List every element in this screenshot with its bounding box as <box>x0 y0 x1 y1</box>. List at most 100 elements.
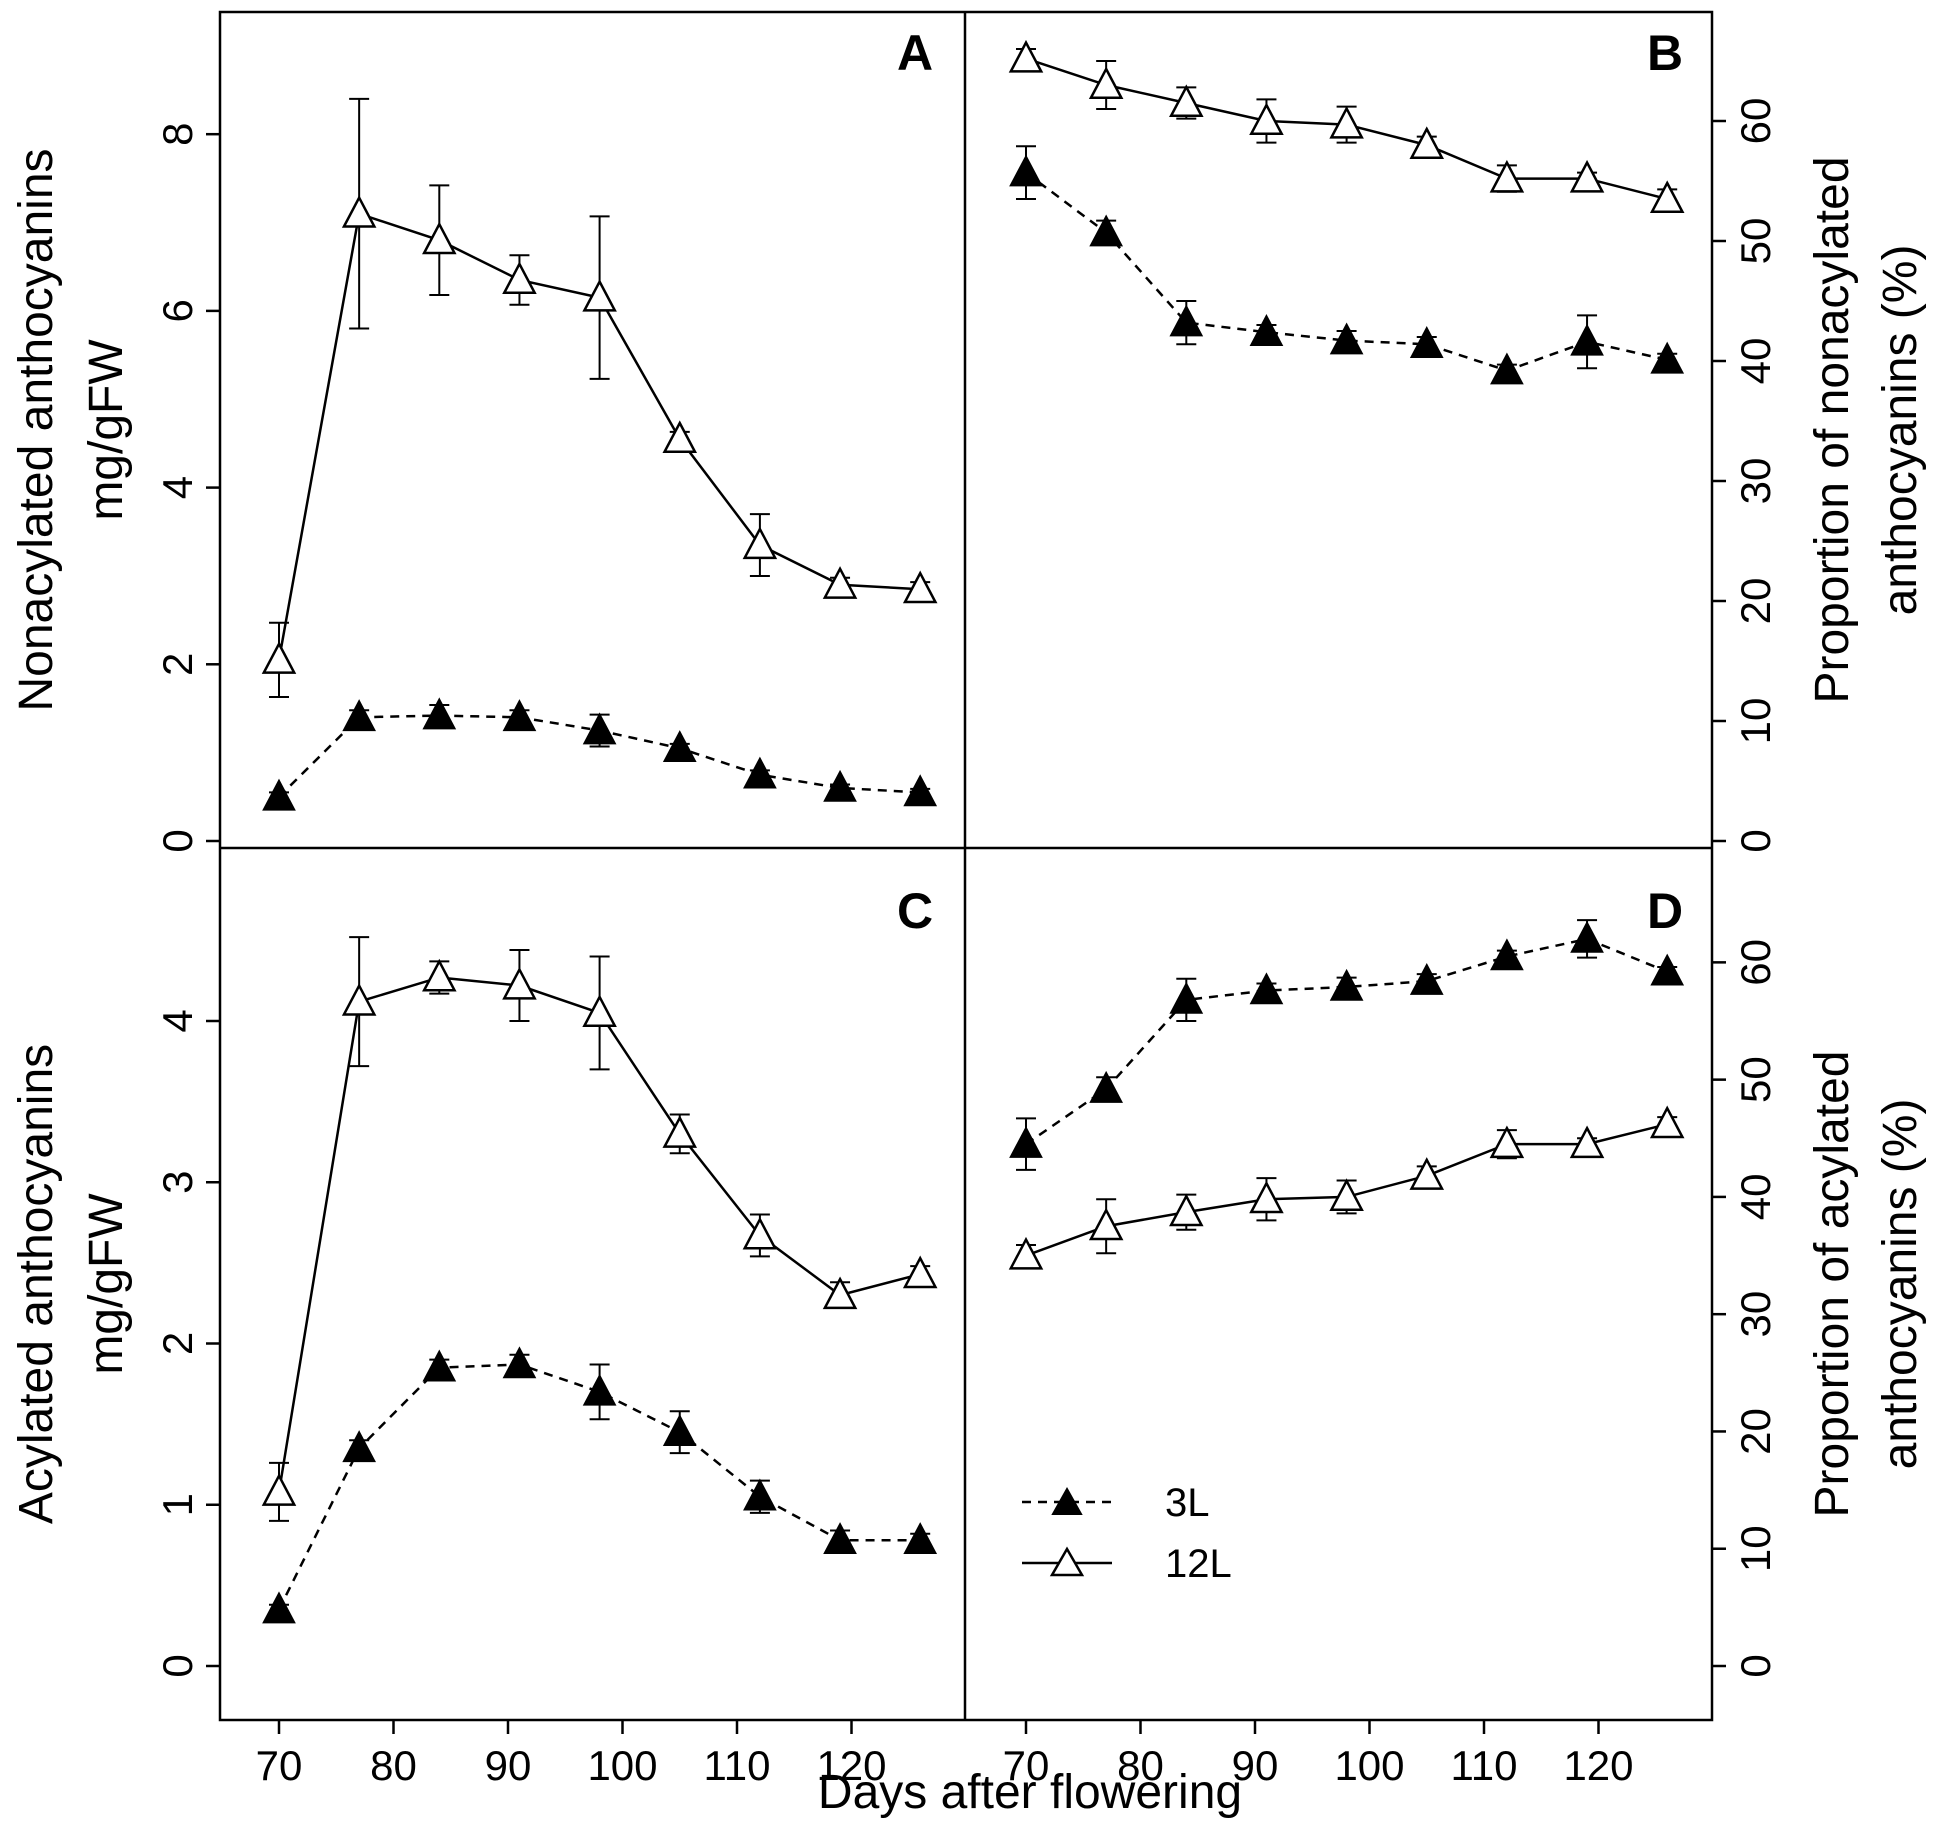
panel-label: B <box>1647 25 1683 81</box>
data-point-3l <box>262 778 296 811</box>
data-point-12l <box>902 1255 938 1289</box>
panel-label: A <box>897 25 933 81</box>
y-tick-label: 50 <box>1732 1056 1779 1103</box>
data-point-12l <box>341 195 377 228</box>
data-point-3l <box>1249 972 1284 1005</box>
data-point-12l <box>1649 1105 1685 1139</box>
data-point-12l <box>1489 159 1525 193</box>
x-tick-label: 80 <box>370 1742 417 1789</box>
y-tick-label: 20 <box>1732 1408 1779 1455</box>
data-point-3l <box>743 1478 777 1511</box>
data-point-12l <box>422 958 457 992</box>
y-tick-label: 6 <box>154 299 201 322</box>
x-tick-label: 80 <box>1117 1742 1164 1789</box>
y-tick-label: 10 <box>1732 1525 1779 1572</box>
y-tick-label: 10 <box>1732 698 1779 745</box>
data-point-12l <box>1169 84 1204 118</box>
y-tick-label: 1 <box>154 1493 201 1516</box>
y-axis-title-line1: Proportion of nonacylated <box>1806 156 1859 703</box>
data-point-12l <box>422 221 457 255</box>
legend-marker-12l <box>1049 1546 1085 1577</box>
data-point-3l <box>1009 154 1043 187</box>
x-tick-label: 90 <box>1232 1742 1279 1789</box>
data-point-12l <box>582 278 617 312</box>
data-point-3l <box>502 1346 537 1379</box>
data-point-12l <box>1489 1125 1525 1159</box>
data-point-12l <box>822 1276 858 1310</box>
data-point-3l <box>1249 314 1284 346</box>
y-axis-title-line2: mg/gFW <box>80 1193 133 1375</box>
data-point-12l <box>1329 1178 1364 1211</box>
data-point-3l <box>502 699 537 732</box>
data-point-3l <box>903 774 938 807</box>
data-point-12l <box>1008 39 1044 73</box>
data-point-3l <box>743 756 777 789</box>
data-point-3l <box>582 712 617 745</box>
data-point-12l <box>1569 1125 1605 1159</box>
data-point-3l <box>823 769 857 802</box>
data-point-12l <box>1409 1157 1445 1190</box>
data-point-12l <box>1008 1236 1044 1270</box>
data-point-12l <box>1088 1207 1124 1241</box>
data-point-3l <box>422 1349 457 1382</box>
x-axis-title: Days after flowering <box>818 1766 1242 1819</box>
data-point-3l <box>1169 981 1204 1014</box>
data-point-3l <box>342 699 377 732</box>
data-point-3l <box>1329 322 1364 355</box>
data-point-3l <box>1490 352 1524 385</box>
y-tick-label: 0 <box>154 1654 201 1677</box>
data-point-3l <box>1490 938 1524 971</box>
y-axis-title-line1: Acylated anthocyanins <box>10 1044 63 1524</box>
y-axis-title-line1: Proportion of acylated <box>1806 1051 1859 1518</box>
data-point-3l <box>1570 323 1604 356</box>
data-point-12l <box>1329 105 1364 139</box>
data-point-12l <box>261 1473 297 1506</box>
data-point-3l <box>1329 968 1364 1001</box>
data-point-3l <box>1650 341 1685 374</box>
data-point-12l <box>1249 102 1284 136</box>
y-tick-label: 20 <box>1732 578 1779 625</box>
y-tick-label: 3 <box>154 1171 201 1194</box>
panel-a: A 0 2 4 6 8 Nonacylated anthocyanins mg/gFW <box>10 25 938 853</box>
legend: 3L 12L <box>1022 1481 1232 1586</box>
panel-c: C 0 1 2 3 4 Acylated anthocyanins mg/gFW <box>10 883 938 1678</box>
y-axis-title-line2: anthocyanins (%) <box>1874 1099 1927 1470</box>
legend-marker-3l <box>1051 1486 1083 1515</box>
data-point-12l <box>742 526 778 560</box>
data-point-3l <box>903 1522 938 1555</box>
data-point-3l <box>823 1522 857 1555</box>
data-point-12l <box>1569 159 1605 193</box>
y-tick-label: 4 <box>154 476 201 499</box>
data-point-12l <box>662 420 698 454</box>
y-tick-label: 0 <box>154 829 201 852</box>
panels-layer: 70 80 90 100 110 120 70 80 90 100 110 120A02468Nona… <box>10 10 1927 1789</box>
y-tick-label: 0 <box>1732 829 1779 852</box>
y-tick-label: 30 <box>1732 1291 1779 1338</box>
data-point-3l <box>1009 1125 1043 1158</box>
panel-label: C <box>897 883 933 939</box>
y-tick-label: 2 <box>154 653 201 676</box>
y-axis-title-line1: Nonacylated anthocyanins <box>10 148 63 711</box>
data-point-12l <box>822 566 858 599</box>
data-point-3l <box>1089 1070 1124 1103</box>
data-point-12l <box>1169 1193 1204 1227</box>
data-point-12l <box>261 641 297 674</box>
data-point-12l <box>1409 126 1445 160</box>
y-tick-label: 60 <box>1732 98 1779 145</box>
y-tick-label: 2 <box>154 1332 201 1355</box>
x-tick-label: 90 <box>485 1742 532 1789</box>
data-point-3l <box>1089 214 1124 247</box>
data-point-12l <box>662 1115 698 1148</box>
y-axis-title-line2: mg/gFW <box>80 339 133 521</box>
y-tick-label: 8 <box>154 123 201 146</box>
data-point-12l <box>502 966 537 1000</box>
x-tick-label: 120 <box>816 1742 886 1789</box>
x-tick-label: 70 <box>256 1742 303 1789</box>
data-point-3l <box>1570 920 1604 953</box>
x-tick-label: 110 <box>1451 1742 1518 1789</box>
x-tick-label: 70 <box>1003 1742 1050 1789</box>
data-point-3l <box>342 1430 377 1463</box>
data-point-3l <box>582 1373 617 1406</box>
series-line-3l <box>1025 937 1668 1146</box>
